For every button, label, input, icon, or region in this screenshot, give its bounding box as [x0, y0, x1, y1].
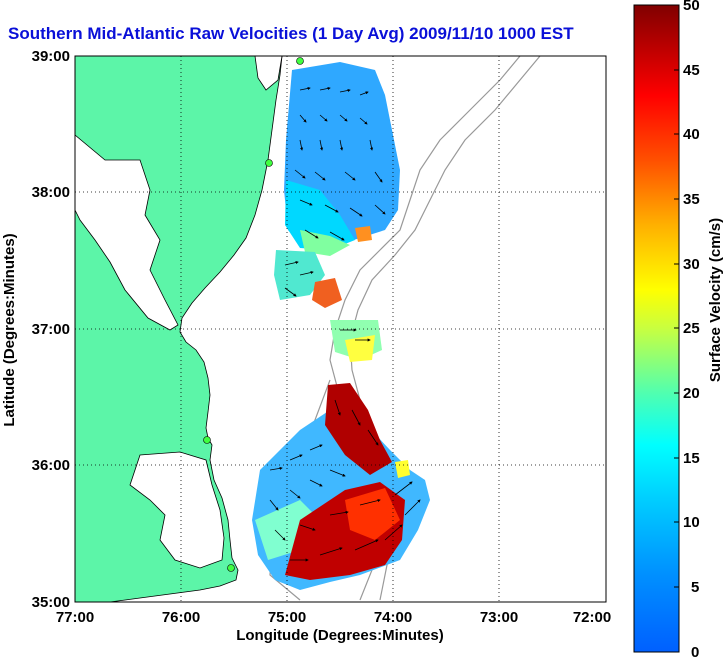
grid-lines: [75, 56, 606, 602]
colorbar-tick-label: 15: [683, 450, 700, 467]
x-axis: 77:00 76:00 75:00 74:00 73:00 72:00 Long…: [56, 609, 611, 644]
x-axis-label: Longitude (Degrees:Minutes): [236, 627, 444, 644]
radar-site-marker: [203, 436, 211, 444]
x-tick-label: 72:00: [573, 609, 611, 626]
colorbar-tick-label: 35: [683, 191, 700, 208]
y-tick-label: 37:00: [32, 321, 70, 338]
y-tick-label: 39:00: [32, 48, 70, 65]
y-tick-label: 36:00: [32, 457, 70, 474]
pamlico-sound: [129, 451, 225, 569]
colorbar-tick-label: 25: [683, 320, 700, 337]
velocity-patch-south: [252, 383, 430, 590]
colorbar-tick-label: 0: [691, 644, 699, 659]
velocity-vectors: [269, 86, 421, 562]
radar-site-marker: [227, 564, 235, 572]
colorbar-tick-label: 30: [683, 256, 700, 273]
radar-sites: [203, 57, 304, 572]
colorbar-gradient: [633, 4, 680, 653]
radar-site-marker: [265, 159, 273, 167]
colorbar-tick-label: 5: [691, 579, 699, 596]
colorbar-tick-label: 45: [683, 62, 700, 79]
colorbar-tick-label: 20: [683, 385, 700, 402]
colorbar-ticks: [674, 4, 679, 653]
delaware-bay: [254, 56, 283, 91]
colorbar-tick-label: 50: [683, 0, 700, 14]
x-tick-label: 73:00: [480, 609, 518, 626]
radar-site-marker: [296, 57, 304, 65]
x-tick-label: 77:00: [56, 609, 94, 626]
figure-title: Southern Mid-Atlantic Raw Velocities (1 …: [8, 24, 574, 43]
colorbar: 50 45 40 35 30 25 20 15 10 5 0 Surface V…: [633, 0, 724, 659]
y-axis-label: Latitude (Degrees:Minutes): [1, 233, 18, 426]
y-axis: 39:00 38:00 37:00 36:00 35:00 Latitude (…: [1, 48, 70, 611]
x-tick-label: 74:00: [374, 609, 412, 626]
x-tick-label: 76:00: [162, 609, 200, 626]
x-tick-label: 75:00: [268, 609, 306, 626]
colorbar-tick-label: 40: [683, 126, 700, 143]
y-tick-label: 38:00: [32, 184, 70, 201]
y-tick-label: 35:00: [32, 594, 70, 611]
plot-area: [74, 55, 607, 603]
plot-frame: [74, 55, 607, 603]
colorbar-label: Surface Velocity (cm/s): [707, 218, 724, 382]
chesapeake-bay: [75, 134, 179, 331]
colorbar-tick-label: 10: [683, 514, 700, 531]
